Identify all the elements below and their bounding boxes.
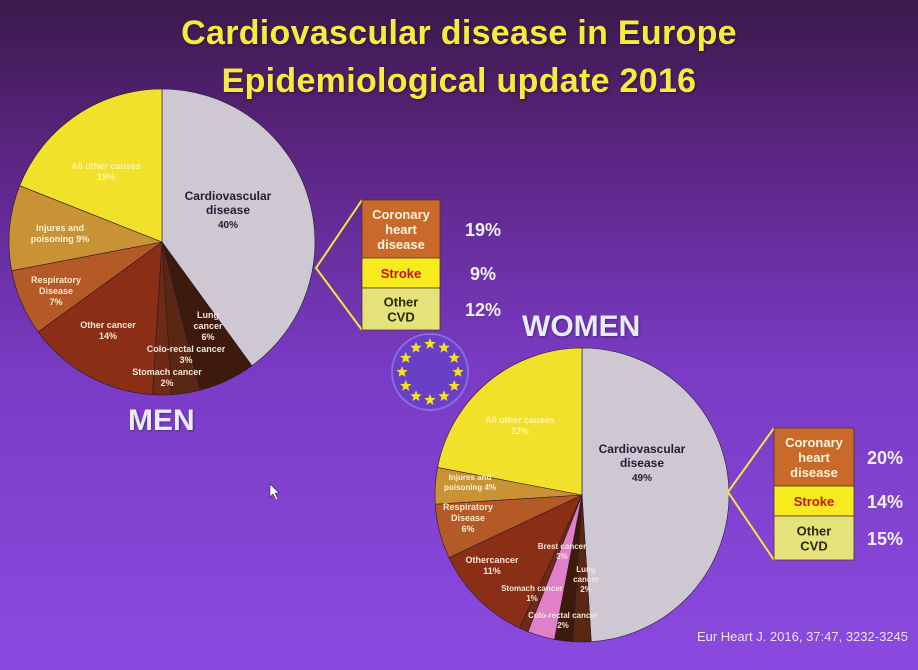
women-label-stomach-cancer: Stomach cancer <box>501 584 563 593</box>
men-box-other-cvd <box>361 287 441 331</box>
men-pct-coronary-heart-disease: 19% <box>465 220 501 240</box>
men-pct-stroke: 9% <box>470 264 496 284</box>
women-label-respiratory-disease: Respiratory <box>443 502 493 512</box>
eu-star-icon <box>400 380 412 391</box>
men-value-cardiovascular-disease: 40% <box>218 220 238 231</box>
women-label-injures-and-poisoning: poisoning 4% <box>444 483 496 492</box>
eu-star-icon <box>396 366 408 377</box>
women-label-lung-cancer: Lung <box>576 565 596 574</box>
men-value-stomach-cancer: 2% <box>160 378 173 388</box>
men-label-other-cancer: Other cancer <box>80 320 136 330</box>
eu-star-icon <box>452 366 464 377</box>
women-box-label-coronary-heart-disease: heart <box>798 450 830 465</box>
women-value-colo-rectal-cancer: 2% <box>557 621 569 630</box>
men-value-all-other-causes: 19% <box>97 172 115 182</box>
women-value-all-other-causes: 22% <box>511 426 529 436</box>
men-slice-cardiovascular-disease <box>161 88 316 367</box>
title-line-2: Epidemiological update 2016 <box>221 62 697 100</box>
women-box-label-other-cvd: Other <box>797 524 832 539</box>
men-box-label-stroke: Stroke <box>381 266 421 281</box>
women-box-label-other-cvd: CVD <box>800 539 827 554</box>
men-label-respiratory-disease: Respiratory <box>31 275 81 285</box>
women-value-stomach-cancer: 1% <box>526 594 538 603</box>
women-box-stroke <box>773 485 855 517</box>
eu-star-icon <box>410 390 422 402</box>
men-box-label-coronary-heart-disease: Coronary <box>372 207 431 222</box>
women-label-othercancer: Othercancer <box>465 555 519 565</box>
eu-star-icon <box>438 341 450 353</box>
men-slice-injures-and-poisoning <box>8 185 164 272</box>
eu-star-icon <box>438 390 450 402</box>
women-label-cardiovascular-disease: disease <box>620 456 664 470</box>
women-label-colo-rectal-cancer: Colo-rectal cancer <box>528 611 598 620</box>
mouse-cursor-icon <box>269 483 280 501</box>
men-label-colo-rectal-cancer: Colo-rectal cancer <box>147 344 226 354</box>
eu-star-icon <box>410 341 422 353</box>
women-label-lung-cancer: cancer <box>573 575 599 584</box>
men-box-label-coronary-heart-disease: disease <box>377 237 425 252</box>
men-label-injures-and-poisoning: poisoning 9% <box>31 234 90 244</box>
men-label-injures-and-poisoning: Injures and <box>36 223 84 233</box>
citation: Eur Heart J. 2016, 37:47, 3232-3245 <box>696 629 908 644</box>
eu-star-icon <box>424 394 436 405</box>
women-box-label-coronary-heart-disease: Coronary <box>785 435 844 450</box>
women-pct-stroke: 14% <box>867 492 903 512</box>
women-value-cardiovascular-disease: 49% <box>632 473 652 484</box>
women-value-othercancer: 11% <box>483 566 501 576</box>
men-value-lung-cancer: 6% <box>201 332 214 342</box>
women-slice-othercancer <box>448 494 583 629</box>
men-label-lung-cancer: cancer <box>193 321 223 331</box>
men-label-respiratory-disease: Disease <box>39 286 73 296</box>
women-label-all-other-causes: All other causes <box>485 415 555 425</box>
men-box-coronary-heart-disease <box>361 199 441 259</box>
men-label-lung-cancer: Lung <box>197 310 219 320</box>
eu-star-icon <box>448 352 460 363</box>
men-box-label-other-cvd: Other <box>384 295 419 310</box>
men-value-colo-rectal-cancer: 3% <box>179 355 192 365</box>
men-pct-other-cvd: 12% <box>465 300 501 320</box>
men-value-other-cancer: 14% <box>99 331 117 341</box>
men-label-cardiovascular-disease: Cardiovascular <box>185 189 272 203</box>
women-value-respiratory-disease: 6% <box>461 524 474 534</box>
eu-star-icon <box>424 338 436 349</box>
women-label: WOMEN <box>522 310 641 343</box>
men-slice-other-cancer <box>37 241 163 396</box>
men-box-stroke <box>361 257 441 289</box>
women-label-respiratory-disease: Disease <box>451 513 485 523</box>
men-label-stomach-cancer: Stomach cancer <box>132 367 202 377</box>
eu-star-icon <box>448 380 460 391</box>
women-value-lung-cancer: 2% <box>580 585 592 594</box>
women-label-cardiovascular-disease: Cardiovascular <box>599 442 686 456</box>
eu-star-icon <box>400 352 412 363</box>
women-slice-all-other-causes <box>437 347 583 496</box>
women-pct-other-cvd: 15% <box>867 529 903 549</box>
women-pct-coronary-heart-disease: 20% <box>867 448 903 468</box>
women-value-brest-cancer: 3% <box>556 552 568 561</box>
title-line-1: Cardiovascular disease in Europe <box>181 14 737 52</box>
men-label-cardiovascular-disease: disease <box>206 203 250 217</box>
women-cvd-connector <box>726 427 775 561</box>
women-box-label-stroke: Stroke <box>794 494 834 509</box>
women-label-injures-and-poisoning: Injures and <box>449 473 492 482</box>
women-box-other-cvd <box>773 515 855 561</box>
men-value-respiratory-disease: 7% <box>49 297 62 307</box>
men-box-label-coronary-heart-disease: heart <box>385 222 417 237</box>
men-slice-all-other-causes <box>19 88 163 243</box>
women-label-brest-cancer: Brest cancer <box>538 542 586 551</box>
men-label: MEN <box>128 404 195 437</box>
women-box-label-coronary-heart-disease: disease <box>790 465 838 480</box>
eu-emblem <box>391 333 469 411</box>
women-slice-cardiovascular-disease <box>581 347 730 643</box>
women-box-coronary-heart-disease <box>773 427 855 487</box>
men-label-all-other-causes: All other causes <box>71 161 141 171</box>
men-box-label-other-cvd: CVD <box>387 310 414 325</box>
men-cvd-connector <box>314 199 363 331</box>
